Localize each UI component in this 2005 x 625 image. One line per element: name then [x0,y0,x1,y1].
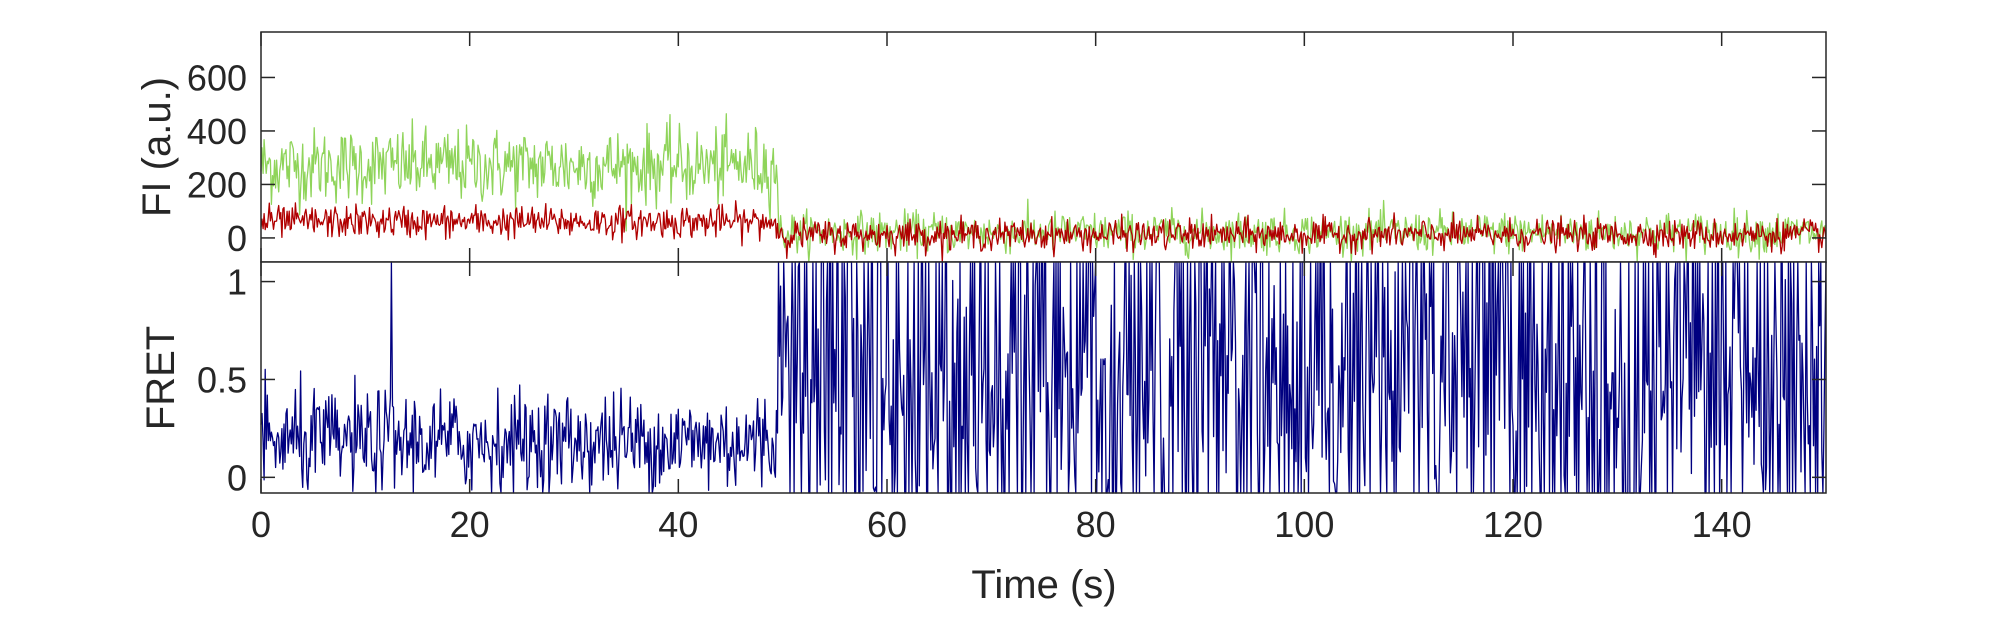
fi-ytick-label: 400 [187,111,247,152]
fluorescence-traces [260,113,1827,263]
fret-axes-box [260,261,1827,494]
fi-ytick-label: 200 [187,164,247,205]
fret-ytick-label: 0 [227,457,247,498]
fret-xtick-label: 120 [1483,504,1543,545]
fret-ticks: 0 0.5 1 0 20 40 60 80 100 120 140 [197,262,1826,545]
fi-ytick-label: 0 [227,218,247,259]
fret-xtick-label: 0 [251,504,271,545]
fi-series-1-line [260,200,1827,263]
fret-xtick-label: 140 [1692,504,1752,545]
fret-ytick-label: 1 [227,262,247,303]
fret-xtick-label: 100 [1274,504,1334,545]
fret-xtick-label: 80 [1076,504,1116,545]
fluorescence-y-axis-label: FI (a.u.) [135,77,179,217]
fi-series-0-line [260,113,1827,263]
fluorescence-panel: 0 200 400 600 FI (a.u.) [135,31,1827,263]
fret-xtick-label: 40 [658,504,698,545]
fret-xtick-label: 20 [450,504,490,545]
fi-ytick-label: 600 [187,57,247,98]
fret-xtick-label: 60 [867,504,907,545]
time-x-axis-label: Time (s) [971,563,1116,607]
fluorescence-ticks: 0 200 400 600 [187,32,1826,262]
fret-panel: 0 0.5 1 0 20 40 60 80 100 120 140 FRET Time (s) [139,261,1827,607]
fret-y-axis-label: FRET [139,326,183,430]
fret-ytick-label: 0.5 [197,359,247,400]
